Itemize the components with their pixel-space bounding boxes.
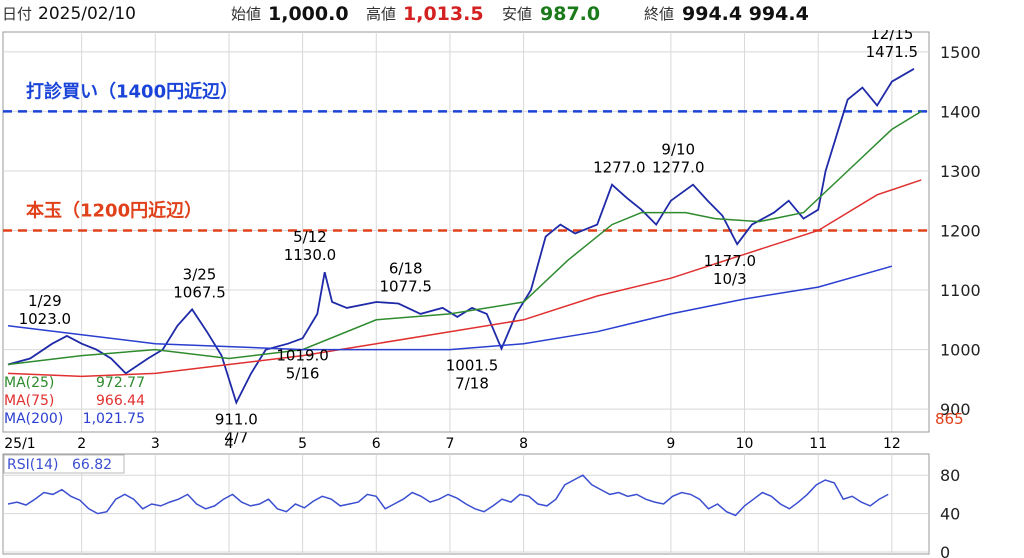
x-tick-label: 7 xyxy=(445,436,454,450)
annotation-label: 1/29 xyxy=(28,292,62,310)
x-axis: 25/1 2 3 4 5 6 7 8 9 10 11 12 xyxy=(3,431,929,450)
annotation-label: 3/25 xyxy=(183,265,217,283)
plot-frame xyxy=(2,31,930,433)
annotation-label: 1277.0 xyxy=(593,159,646,177)
open-label: 始値 xyxy=(231,5,262,23)
series-line xyxy=(7,68,915,405)
annotation-value: 1019.0 xyxy=(276,346,329,364)
y-tick-label: 1000 xyxy=(940,341,981,360)
date-label: 日付 xyxy=(2,5,33,23)
series-group xyxy=(7,68,922,405)
annotation-value: 1023.0 xyxy=(19,310,72,328)
x-tick-label: 6 xyxy=(372,436,381,450)
price-header: 日付 2025/02/10 始値 1,000.0 高値 1,013.5 安値 9… xyxy=(0,0,1024,28)
legend-value: 972.77 xyxy=(96,375,145,391)
low-value: 987.0 xyxy=(540,3,601,25)
low-label: 安値 xyxy=(502,5,533,23)
annotation-label: 9/10 xyxy=(661,141,695,159)
x-tick-label: 25/1 xyxy=(4,436,35,450)
legend-label: MA(25) xyxy=(4,375,54,391)
y-axis: 900 1000 1100 1200 1300 1400 1500 865 xyxy=(935,43,981,428)
rsi-legend: RSI(14) 66.82 xyxy=(3,454,125,474)
rsi-y-tick-label: 40 xyxy=(940,505,960,524)
rsi-chart: 0 40 80 RSI(14) 66.82 xyxy=(2,453,960,558)
legend-label: MA(75) xyxy=(4,393,54,409)
annotation-value: 1471.5 xyxy=(866,43,919,61)
y-tick-label: 1500 xyxy=(940,43,981,62)
legend: MA(25) 972.77 MA(75) 966.44 MA(200) 1,021.75 xyxy=(4,375,145,427)
reference-line-label: 本玉（1200円近辺） xyxy=(26,200,202,222)
legend-value: 966.44 xyxy=(96,393,145,409)
annotation-label: 5/16 xyxy=(286,364,320,382)
rsi-series xyxy=(7,474,889,517)
series-line xyxy=(7,179,922,378)
y-tick-label: 1200 xyxy=(940,222,981,241)
rsi-y-axis: 0 40 80 xyxy=(940,466,960,558)
x-tick-label: 3 xyxy=(151,436,160,450)
x-tick-label: 5 xyxy=(298,436,307,450)
price-chart: 打診買い（1400円近辺）本玉（1200円近辺） 1/291023.03/251… xyxy=(2,30,981,450)
x-tick-label: 4 xyxy=(225,436,234,450)
rsi-y-tick-label: 0 xyxy=(940,543,950,558)
annotation-label: 6/18 xyxy=(389,259,423,277)
open-value: 1,000.0 xyxy=(268,3,349,25)
x-tick-label: 11 xyxy=(809,436,827,450)
x-tick-label: 12 xyxy=(883,436,901,450)
y-tick-label: 1300 xyxy=(940,162,981,181)
rsi-legend-box xyxy=(3,454,125,474)
annotation-value: 1067.5 xyxy=(173,283,226,301)
date-value: 2025/02/10 xyxy=(38,4,136,24)
rsi-y-tick-label: 80 xyxy=(940,466,960,485)
annotation-label: 5/12 xyxy=(293,228,327,246)
rsi-legend-value: 66.82 xyxy=(72,457,112,473)
close-value: 994.4 994.4 xyxy=(682,3,809,25)
high-label: 高値 xyxy=(366,5,397,23)
legend-label: MA(200) xyxy=(4,411,63,427)
annotation-value: 1177.0 xyxy=(704,252,757,270)
annotation-value: 1130.0 xyxy=(284,246,337,264)
annotation-label: 12/15 xyxy=(870,30,913,43)
legend-value: 1,021.75 xyxy=(83,411,145,427)
rsi-legend-label: RSI(14) xyxy=(7,457,58,473)
y-tick-label: 900 xyxy=(940,400,971,419)
annotation-value: 1277.0 xyxy=(652,159,705,177)
x-tick-label: 2 xyxy=(77,436,86,450)
annotation-value: 911.0 xyxy=(215,411,258,429)
close-label: 終値 xyxy=(644,5,675,23)
rsi-grid xyxy=(3,454,929,554)
x-tick-label: 9 xyxy=(666,436,675,450)
x-tick-label: 10 xyxy=(736,436,754,450)
series-line xyxy=(7,265,893,351)
annotation-label: 7/18 xyxy=(455,375,489,393)
rsi-line xyxy=(7,474,889,517)
reference-lines: 打診買い（1400円近辺） 本玉（1200円近辺） xyxy=(3,80,929,232)
x-tick-label: 8 xyxy=(519,436,528,450)
annotation-label: 4/7 xyxy=(224,429,248,447)
y-tick-label: 1100 xyxy=(940,281,981,300)
annotation-value: 1001.5 xyxy=(446,357,499,375)
y-tick-label-current: 865 xyxy=(935,410,964,428)
high-value: 1,013.5 xyxy=(403,3,484,25)
annotation-value: 1077.5 xyxy=(379,277,432,295)
reference-line-label: 打診買い（1400円近辺） xyxy=(26,80,238,102)
annotation-label: 10/3 xyxy=(713,270,747,288)
series-line xyxy=(7,110,922,366)
y-tick-label: 1400 xyxy=(940,102,981,121)
